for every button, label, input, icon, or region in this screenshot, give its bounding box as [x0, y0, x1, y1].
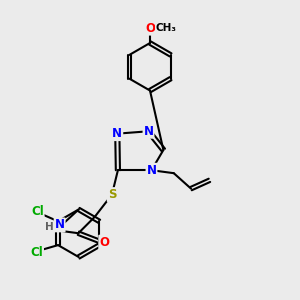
Text: H: H	[45, 222, 54, 232]
Text: CH₃: CH₃	[156, 23, 177, 33]
Text: N: N	[143, 125, 154, 138]
Text: N: N	[55, 218, 64, 231]
Text: O: O	[99, 236, 109, 249]
Text: S: S	[108, 188, 116, 201]
Text: N: N	[112, 127, 122, 140]
Text: N: N	[146, 164, 157, 177]
Text: Cl: Cl	[31, 205, 44, 218]
Text: O: O	[145, 22, 155, 34]
Text: Cl: Cl	[30, 246, 43, 259]
